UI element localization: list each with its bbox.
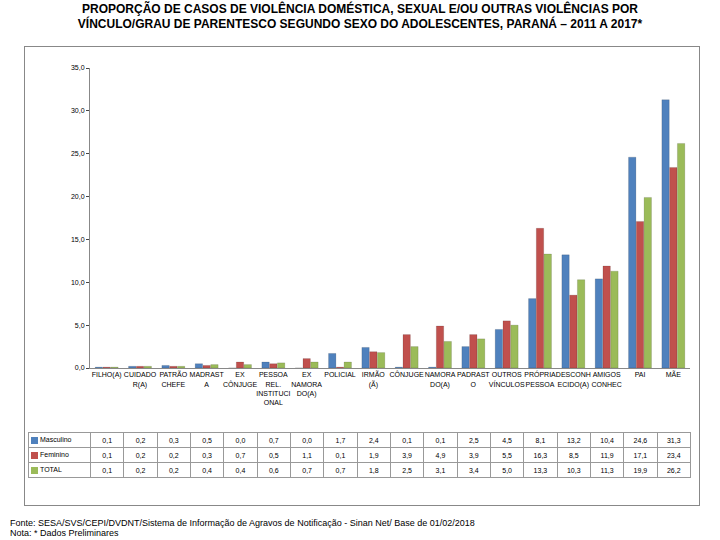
- html-text:0,7: 0,7: [302, 466, 312, 474]
- html-text:0,7: 0,7: [268, 436, 279, 444]
- svg-text:15,0: 15,0: [71, 236, 85, 243]
- html-text:24,6: 24,6: [633, 436, 648, 444]
- html-text:10,3: 10,3: [566, 466, 581, 474]
- html-text:2,5: 2,5: [468, 436, 479, 444]
- svg-text:5,0: 5,0: [75, 322, 85, 329]
- html-text:0,3: 0,3: [202, 451, 212, 459]
- html-text:0,5: 0,5: [268, 451, 279, 459]
- html-text:13,3: 13,3: [533, 466, 548, 474]
- html-text:8,5: 8,5: [568, 451, 579, 459]
- html-text:0,1: 0,1: [102, 451, 112, 459]
- svg-text:PESSOAREL.INSTITUCIONAL: PESSOAREL.INSTITUCIONAL: [256, 371, 290, 405]
- html-text:0,1: 0,1: [102, 436, 112, 444]
- html-text:0,1: 0,1: [435, 436, 446, 444]
- html-text:1,8: 1,8: [368, 466, 379, 474]
- svg-text:PAI: PAI: [635, 371, 646, 378]
- html-text:19,9: 19,9: [633, 466, 648, 474]
- html-text:0,1: 0,1: [335, 451, 346, 459]
- html-text:Nota: * Dados Preliminares: Nota: * Dados Preliminares: [10, 528, 119, 538]
- html-text:5,0: 5,0: [502, 466, 512, 474]
- svg-text:30,0: 30,0: [71, 107, 85, 114]
- svg-text:20,0: 20,0: [71, 193, 85, 200]
- html-text:26,2: 26,2: [666, 466, 681, 474]
- html-text:3,1: 3,1: [435, 466, 446, 474]
- html-text:23,4: 23,4: [666, 451, 681, 459]
- html-text:PROPORÇÃO DE CASOS DE VIOLÊNCI: PROPORÇÃO DE CASOS DE VIOLÊNCIA DOMÉSTIC…: [77, 2, 643, 31]
- svg-text:25,0: 25,0: [71, 150, 85, 157]
- svg-text:PRÓPRIAPESSOA: PRÓPRIAPESSOA: [524, 370, 556, 387]
- svg-text:CUIDADOR(A): CUIDADOR(A): [124, 371, 157, 388]
- svg-text:FILHO(A): FILHO(A): [92, 371, 122, 379]
- html-text:0,0: 0,0: [302, 436, 312, 444]
- html-text:2,5: 2,5: [402, 466, 412, 474]
- html-text:17,1: 17,1: [633, 451, 648, 459]
- svg-text:DESCONHECIDO(A): DESCONHECIDO(A): [556, 371, 591, 388]
- html-text:0,7: 0,7: [235, 451, 246, 459]
- svg-text:PATRÃOCHEFE: PATRÃOCHEFE: [159, 370, 187, 387]
- html-text:0,1: 0,1: [402, 436, 412, 444]
- html-text:0,7: 0,7: [335, 466, 346, 474]
- html-text:8,1: 8,1: [535, 436, 546, 444]
- html-text:3,4: 3,4: [468, 466, 479, 474]
- html-text:0,2: 0,2: [135, 466, 146, 474]
- svg-text:CÔNJUGE: CÔNJUGE: [390, 370, 425, 378]
- html-text:10,4: 10,4: [600, 436, 614, 444]
- html-text:Masculino: Masculino: [40, 436, 72, 444]
- svg-text:NAMORADO(A): NAMORADO(A): [425, 371, 456, 388]
- html-text:5,5: 5,5: [502, 451, 512, 459]
- svg-text:PADRASTO: PADRASTO: [457, 371, 490, 387]
- html-text:Fonte: SESA/SVS/CEPI/DVDNT/Sis: Fonte: SESA/SVS/CEPI/DVDNT/Sistema de In…: [10, 518, 475, 528]
- html-text:3,9: 3,9: [468, 451, 479, 459]
- html-text:31,3: 31,3: [666, 436, 681, 444]
- svg-text:MÃE: MÃE: [666, 370, 682, 378]
- svg-text:35,0: 35,0: [71, 64, 85, 71]
- svg-text:AMIGOSCONHEC: AMIGOSCONHEC: [591, 371, 621, 387]
- html-text:0,2: 0,2: [169, 466, 179, 474]
- html-text:13,2: 13,2: [566, 436, 581, 444]
- html-text:4,5: 4,5: [502, 436, 512, 444]
- html-text:0,5: 0,5: [202, 436, 212, 444]
- html-text:4,9: 4,9: [435, 451, 446, 459]
- html-text:2,4: 2,4: [368, 436, 379, 444]
- html-text:0,0: 0,0: [235, 436, 246, 444]
- svg-text:EXNAMORADO(A): EXNAMORADO(A): [291, 371, 322, 397]
- html-text:11,9: 11,9: [600, 451, 614, 459]
- html-text:3,9: 3,9: [402, 451, 412, 459]
- html-text:0,4: 0,4: [202, 466, 212, 474]
- svg-text:EXCÔNJUGE: EXCÔNJUGE: [223, 371, 258, 387]
- svg-text:0,0: 0,0: [75, 364, 85, 371]
- html-text:1,7: 1,7: [335, 436, 346, 444]
- html-text:Feminino: Feminino: [40, 451, 69, 459]
- html-text:0,4: 0,4: [235, 466, 246, 474]
- html-text:0,3: 0,3: [169, 436, 179, 444]
- html-text:1,1: 1,1: [302, 451, 312, 459]
- svg-text:POLICIAL: POLICIAL: [324, 371, 356, 378]
- svg-text:IRMÃO(Ã): IRMÃO(Ã): [362, 370, 386, 388]
- html-text:0,2: 0,2: [135, 436, 146, 444]
- html-text:0,6: 0,6: [268, 466, 279, 474]
- html-text:0,2: 0,2: [135, 451, 146, 459]
- html-text:0,1: 0,1: [102, 466, 112, 474]
- html-text:TOTAL: TOTAL: [40, 466, 62, 474]
- svg-text:OUTROSVÍNCULOS: OUTROSVÍNCULOS: [489, 371, 525, 387]
- svg-text:MADRASTA: MADRASTA: [190, 371, 225, 387]
- html-text:16,3: 16,3: [533, 451, 548, 459]
- html-text:0,2: 0,2: [169, 451, 179, 459]
- html-text:11,3: 11,3: [600, 466, 614, 474]
- html-text:1,9: 1,9: [368, 451, 379, 459]
- svg-text:10,0: 10,0: [71, 279, 85, 286]
